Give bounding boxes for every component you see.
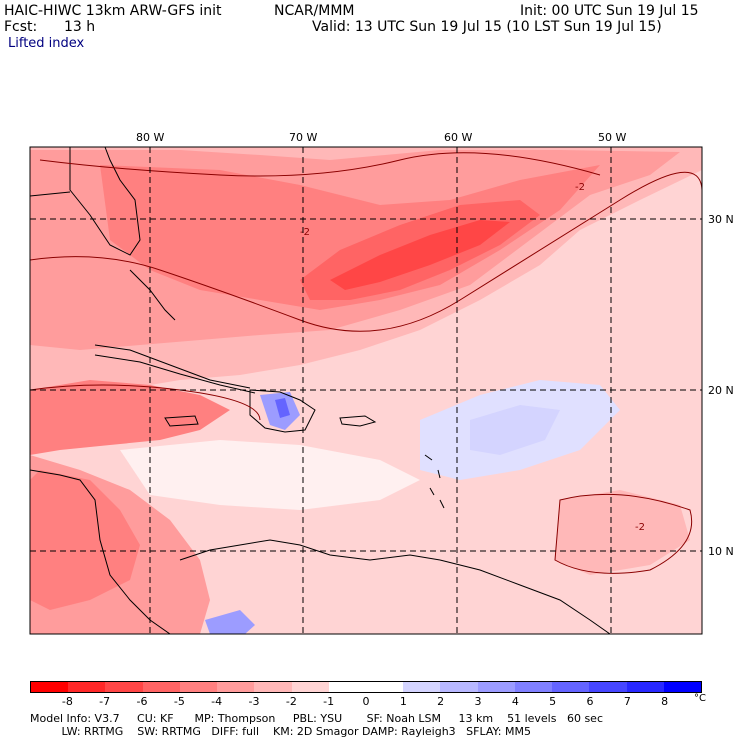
lat-label-20n: 20 N bbox=[708, 384, 734, 397]
lat-label-10n: 10 N bbox=[708, 545, 734, 558]
colorbar-tick-label: 7 bbox=[623, 695, 631, 708]
contour-lines bbox=[30, 152, 702, 574]
florida-coast bbox=[69, 147, 141, 256]
colorbar-swatch bbox=[31, 682, 69, 692]
lon-label-50w: 50 W bbox=[598, 131, 627, 144]
region-east-south bbox=[555, 490, 690, 575]
colorbar-tick-label: 2 bbox=[437, 695, 445, 708]
contour-line-d bbox=[554, 493, 693, 574]
hispaniola-coast bbox=[249, 389, 316, 433]
gulf-coast bbox=[30, 191, 71, 197]
region-west-caribbean bbox=[30, 380, 230, 455]
field-name: Lifted index bbox=[8, 36, 85, 51]
colorbar-tick-label: -1 bbox=[323, 695, 335, 708]
colorbar-swatch bbox=[440, 682, 478, 692]
colorbar-swatch bbox=[663, 682, 701, 692]
forecast-hour: 13 h bbox=[64, 19, 96, 35]
model-title: HAIC-HIWC 13km ARW-GFS init bbox=[4, 3, 222, 19]
colorbar-swatch bbox=[105, 682, 143, 692]
colorbar-tick-label: 1 bbox=[399, 695, 407, 708]
colorbar-swatch bbox=[179, 682, 218, 692]
forecast-label: Fcst: bbox=[4, 19, 38, 35]
colorbar-swatch bbox=[552, 682, 590, 692]
coastlines bbox=[30, 147, 611, 634]
lat-label-30n: 30 N bbox=[708, 213, 734, 226]
region-li-plus-2 bbox=[470, 405, 560, 455]
colorbar-tick-label: -2 bbox=[285, 695, 297, 708]
cuba-north-coast bbox=[94, 344, 251, 389]
colorbar-tick-label: 3 bbox=[474, 695, 482, 708]
graticule bbox=[30, 147, 702, 634]
colorbar-swatch bbox=[254, 682, 292, 692]
map-frame bbox=[29, 146, 703, 635]
colorbar-swatch bbox=[403, 682, 441, 692]
region-central-america-core bbox=[30, 470, 140, 610]
colorbar-tick-label: -8 bbox=[61, 695, 73, 708]
contour-label-1: -2 bbox=[300, 227, 310, 238]
lon-label-80w: 80 W bbox=[136, 131, 165, 144]
colorbar-swatch bbox=[142, 682, 180, 692]
colorbar-swatch bbox=[217, 682, 255, 692]
colorbar-tick-label: 4 bbox=[511, 695, 519, 708]
contour-line-c bbox=[30, 384, 261, 421]
colorbar-tick-label: -6 bbox=[136, 695, 148, 708]
lon-label-70w: 70 W bbox=[289, 131, 318, 144]
valid-time: Valid: 13 UTC Sun 19 Jul 15 (10 LST Sun … bbox=[312, 19, 662, 35]
colorbar-tick-label: 0 bbox=[362, 695, 370, 708]
colorbar-tick-label: -4 bbox=[211, 695, 223, 708]
contour-line-b bbox=[39, 152, 601, 177]
init-time: Init: 00 UTC Sun 19 Jul 15 bbox=[520, 3, 699, 19]
colorbar-tick-label: -7 bbox=[99, 695, 111, 708]
colorbar-tick-label: 6 bbox=[586, 695, 594, 708]
region-li-minus-4 bbox=[100, 165, 600, 310]
org-label: NCAR/MMM bbox=[274, 3, 355, 19]
region-near-zero bbox=[120, 440, 420, 510]
colorbar-tick-label: 8 bbox=[661, 695, 669, 708]
colorbar-swatch bbox=[68, 682, 106, 692]
contour-line-a bbox=[30, 171, 702, 332]
puerto-rico-coast bbox=[339, 415, 377, 427]
colorbar-swatch bbox=[365, 682, 404, 692]
region-south-plus bbox=[205, 610, 255, 634]
south-america-north-coast bbox=[179, 539, 441, 561]
colorbar-tick-label: 5 bbox=[549, 695, 557, 708]
lesser-antilles bbox=[424, 454, 445, 509]
colorbar-swatch bbox=[626, 682, 664, 692]
colorbar bbox=[30, 681, 702, 693]
jamaica-coast bbox=[164, 415, 199, 427]
central-america-east-coast bbox=[30, 469, 171, 634]
colorbar-swatch bbox=[477, 682, 515, 692]
lon-label-60w: 60 W bbox=[444, 131, 473, 144]
south-america-northeast-coast bbox=[439, 559, 611, 634]
model-info-line-2: LW: RRTMG SW: RRTMG DIFF: full KM: 2D Sm… bbox=[30, 725, 531, 738]
colorbar-swatch bbox=[514, 682, 553, 692]
region-hispaniola-peak bbox=[275, 398, 290, 418]
colorbar-swatch bbox=[589, 682, 627, 692]
bahamas-islands bbox=[129, 269, 176, 321]
region-li-minus-6 bbox=[330, 220, 510, 290]
colorbar-tick-label: -5 bbox=[173, 695, 185, 708]
model-info-line-1: Model Info: V3.7 CU: KF MP: Thompson PBL… bbox=[30, 712, 603, 725]
colorbar-swatch bbox=[291, 682, 329, 692]
contour-label-3: -2 bbox=[575, 182, 585, 193]
cuba-south-coast bbox=[94, 354, 256, 394]
contour-label-2: -2 bbox=[635, 522, 645, 533]
colorbar-tick-label: -3 bbox=[248, 695, 260, 708]
colorbar-unit: °C bbox=[694, 693, 706, 704]
colorbar-swatch bbox=[328, 682, 366, 692]
